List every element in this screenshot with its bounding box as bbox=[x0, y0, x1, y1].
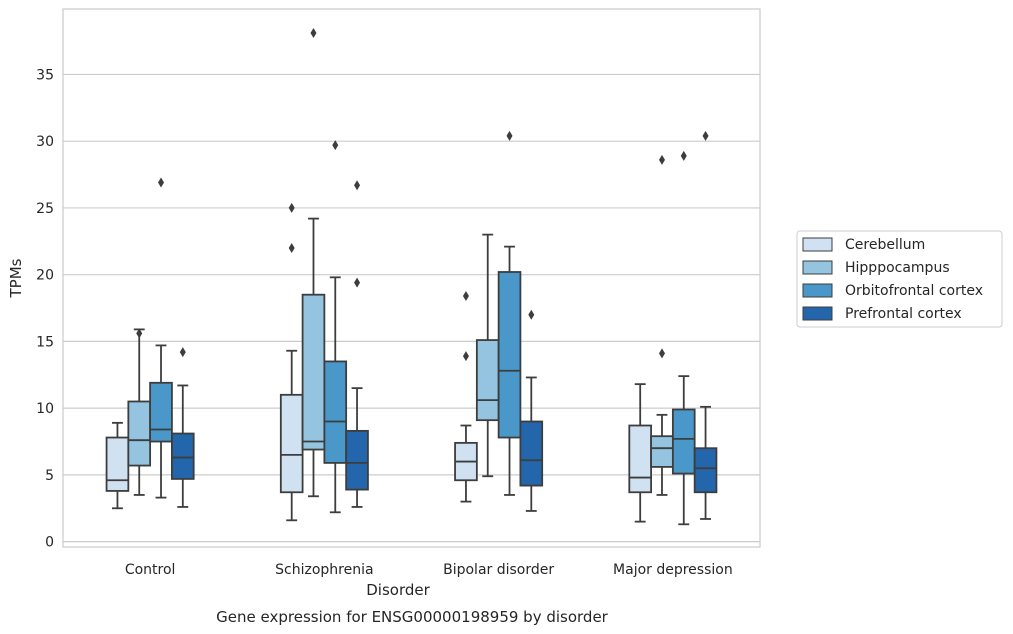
outlier-point bbox=[528, 309, 535, 320]
outlier-point bbox=[136, 328, 143, 339]
outlier-point bbox=[332, 140, 339, 151]
y-tick-label: 20 bbox=[36, 268, 54, 284]
box-plot bbox=[454, 291, 478, 503]
outlier-point bbox=[658, 154, 665, 165]
y-tick-label: 25 bbox=[36, 201, 54, 217]
outlier-point bbox=[658, 348, 665, 359]
y-tick-label: 35 bbox=[36, 67, 54, 83]
outlier-point bbox=[179, 347, 186, 358]
box-iqr bbox=[497, 271, 522, 439]
box-iqr bbox=[279, 393, 304, 494]
legend-swatch bbox=[802, 306, 833, 321]
y-tick-label: 10 bbox=[36, 401, 54, 417]
outlier-point bbox=[158, 177, 165, 188]
box-plot bbox=[693, 130, 718, 520]
box-iqr bbox=[345, 429, 369, 491]
y-tick-labels: 0 5 10 15 20 25 30 35 bbox=[36, 67, 54, 550]
legend-label: Prefrontal cortex bbox=[845, 306, 962, 322]
outlier-point bbox=[702, 130, 709, 141]
outlier-point bbox=[288, 242, 295, 253]
legend-label: Orbitofrontal cortex bbox=[845, 283, 983, 299]
box-iqr bbox=[650, 435, 674, 468]
legend-swatch bbox=[802, 283, 833, 298]
y-axis-label: TPMs bbox=[7, 258, 25, 298]
outlier-point bbox=[310, 28, 317, 39]
y-tick-label: 30 bbox=[36, 134, 54, 150]
box-iqr bbox=[301, 293, 326, 451]
outlier-point bbox=[680, 150, 687, 161]
box-plot bbox=[650, 154, 674, 496]
box-plot bbox=[323, 140, 348, 514]
gridlines bbox=[63, 73, 760, 543]
box-iqr bbox=[475, 339, 500, 422]
box-iqr bbox=[671, 408, 696, 475]
y-tick-label: 0 bbox=[45, 535, 54, 551]
outlier-point bbox=[462, 351, 469, 362]
box-plot bbox=[475, 233, 500, 478]
x-tick-label: Schizophrenia bbox=[275, 562, 373, 578]
outlier-point bbox=[288, 202, 295, 213]
legend-swatch bbox=[802, 260, 833, 275]
box-iqr bbox=[105, 436, 130, 492]
y-tick-label: 5 bbox=[45, 468, 54, 484]
legend-frame bbox=[796, 230, 1003, 328]
x-tick-label: Major depression bbox=[613, 562, 733, 578]
box-plot bbox=[519, 309, 544, 512]
box-iqr bbox=[628, 424, 652, 494]
x-tick-label: Bipolar disorder bbox=[443, 562, 554, 578]
legend: Cerebellum Hipppocampus Orbitofrontal cort… bbox=[796, 230, 1003, 328]
box-plot bbox=[671, 150, 696, 526]
outlier-point bbox=[462, 291, 469, 302]
box-plot bbox=[127, 328, 152, 496]
box-plot bbox=[345, 180, 369, 508]
x-tick-labels: Control Schizophrenia Bipolar disorder Majo… bbox=[125, 562, 733, 578]
x-tick-label: Control bbox=[125, 562, 176, 578]
box-iqr bbox=[149, 381, 173, 443]
chart-caption: Gene expression for ENSG00000198959 by d… bbox=[216, 608, 609, 626]
box-plots bbox=[105, 28, 718, 526]
legend-label: Hipppocampus bbox=[845, 260, 950, 276]
box-iqr bbox=[519, 420, 544, 487]
y-tick-label: 15 bbox=[36, 334, 54, 350]
legend-swatch bbox=[802, 237, 833, 252]
box-plot bbox=[279, 202, 304, 522]
box-iqr bbox=[693, 447, 718, 494]
x-axis-label: Disorder bbox=[366, 581, 430, 599]
box-plot bbox=[171, 347, 195, 508]
box-plot bbox=[149, 177, 173, 499]
box-iqr bbox=[323, 360, 348, 464]
outlier-point bbox=[354, 180, 361, 191]
plot-frame bbox=[62, 8, 761, 548]
outlier-point bbox=[506, 130, 513, 141]
box-iqr bbox=[127, 400, 152, 467]
box-iqr bbox=[171, 432, 195, 480]
box-plot bbox=[497, 130, 522, 496]
box-plot bbox=[105, 421, 130, 510]
legend-label: Cerebellum bbox=[845, 237, 925, 253]
box-plot bbox=[628, 383, 652, 523]
box-plot bbox=[301, 28, 326, 498]
outlier-point bbox=[354, 277, 361, 288]
